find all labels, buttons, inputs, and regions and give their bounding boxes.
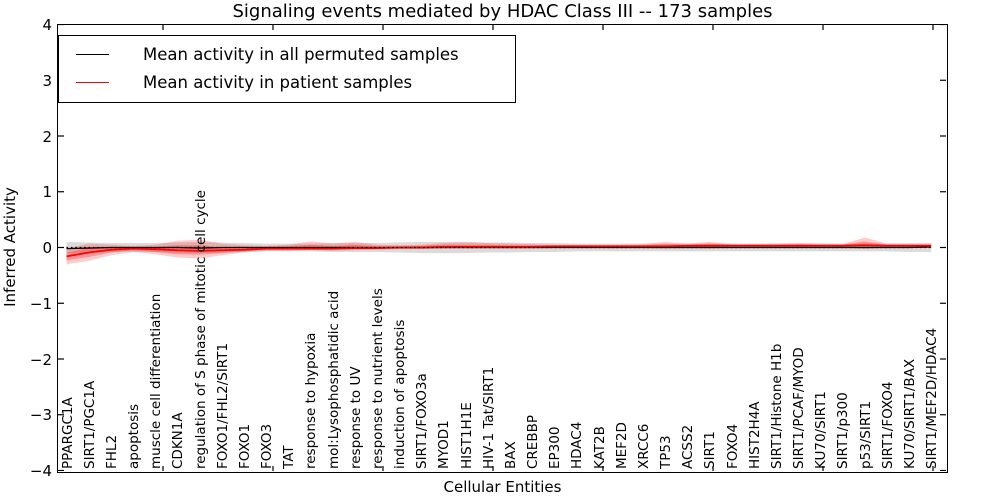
x-axis-label: Cellular Entities [443,478,562,496]
legend-item-permuted: Mean activity in all permuted samples [59,45,515,64]
x-category-label: SIRT1 [702,431,719,469]
legend-item-label: Mean activity in patient samples [143,73,413,92]
y-tick-label: −2 [29,350,52,369]
x-category-label: SIRT1/Histone H1b [768,343,785,469]
x-category-label: HIST1H1E [458,402,475,469]
y-axis-label: Inferred Activity [1,187,19,307]
x-category-label: apoptosis [126,403,142,469]
patient-samples-range-outer-band [66,237,932,265]
x-category-label: TAT [281,445,298,469]
plot-canvas [58,25,946,471]
x-category-label: KU70/SIRT1/BAX [901,358,918,469]
x-category-label: mol:Lysophosphatidic acid [325,290,342,469]
y-tick-label: −1 [29,294,52,313]
x-category-label: BAX [502,441,519,469]
legend-box: Mean activity in all permuted samples Me… [58,35,516,103]
x-category-label: XRCC6 [635,423,652,469]
x-category-label: FOXO1/FHL2/SIRT1 [214,342,231,469]
x-category-label: ACSS2 [680,424,697,469]
y-tick-label: 2 [42,127,52,146]
x-category-label: CDKN1A [170,412,187,469]
legend-item-patient: Mean activity in patient samples [59,73,515,92]
x-category-label: FOXO4 [724,423,741,469]
x-category-label: SIRT1/MEF2D/HDAC4 [924,327,941,469]
x-category-label: regulation of S phase of mitotic cell cy… [192,190,209,469]
x-category-label: MYOD1 [436,420,453,469]
x-category-label: response to UV [347,366,364,469]
x-category-label: response to hypoxia [303,332,320,469]
x-category-label: MEF2D [613,422,630,469]
x-category-label: EP300 [547,426,564,469]
x-category-label: CREBBP [525,415,542,469]
x-category-label: SIRT1/FOXO3a [414,373,431,469]
x-category-label: HIST2H4A [746,401,763,469]
legend-item-label: Mean activity in all permuted samples [143,45,459,64]
y-tick-label: −3 [29,406,52,425]
black-line-sample-icon [76,54,109,55]
chart-title: Signaling events mediated by HDAC Class … [232,1,773,22]
x-category-label: SIRT1/PGC1A [81,380,98,469]
x-category-label: PPARGC1A [59,397,76,469]
red-line-sample-icon [76,82,109,83]
x-category-label: HDAC4 [569,421,586,469]
x-category-label: KU70/SIRT1 [813,391,830,469]
y-tick-label: 3 [42,71,52,90]
x-category-label: response to nutrient levels [369,288,386,469]
y-tick-label: 0 [42,239,52,257]
y-tick-label: 4 [42,16,52,34]
x-category-label: FHL2 [103,434,120,469]
x-category-label: induction of apoptosis [392,319,409,469]
y-tick-label: 1 [42,183,52,202]
x-category-label: HIV-1 Tat/SIRT1 [480,366,497,469]
x-category-label: SIRT1/p300 [835,392,852,469]
x-category-label: KAT2B [591,426,608,469]
x-category-label: FOXO3 [259,423,276,469]
x-category-label: SIRT1/PCAF/MYOD [791,347,808,469]
x-category-label: TP53 [658,435,675,469]
y-tick-label: −4 [29,462,52,480]
x-category-label: FOXO1 [236,423,253,469]
x-category-label: SIRT1/FOXO4 [879,381,896,469]
x-category-label: muscle cell differentiation [148,293,165,469]
x-category-label: p53/SIRT1 [857,400,874,469]
